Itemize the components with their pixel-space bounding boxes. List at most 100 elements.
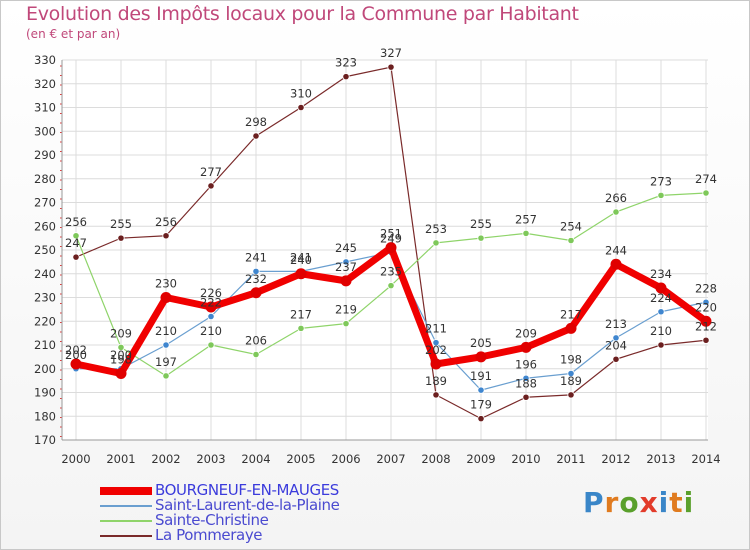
logo-letter: i <box>658 486 670 519</box>
data-point <box>702 336 710 344</box>
data-label: 241 <box>290 250 312 264</box>
data-label: 220 <box>695 300 717 314</box>
data-point <box>340 275 352 287</box>
data-point <box>477 234 485 242</box>
data-label: 256 <box>65 215 87 229</box>
x-tick-label: 2011 <box>556 452 585 466</box>
y-tick-label: 230 <box>34 291 56 305</box>
data-point <box>702 189 710 197</box>
data-label: 327 <box>380 46 402 60</box>
data-label: 217 <box>290 307 312 321</box>
y-tick-label: 300 <box>34 124 56 138</box>
proxiti-logo: Proxiti <box>583 486 694 519</box>
data-label: 209 <box>110 326 132 340</box>
data-label: 204 <box>605 338 627 352</box>
x-tick-label: 2001 <box>106 452 135 466</box>
data-point <box>387 282 395 290</box>
data-label: 228 <box>695 281 717 295</box>
data-point <box>522 393 530 401</box>
x-tick-label: 2009 <box>466 452 495 466</box>
y-tick-label: 310 <box>34 101 56 115</box>
data-point <box>432 239 440 247</box>
x-tick-label: 2007 <box>376 452 405 466</box>
data-point <box>430 358 442 370</box>
logo-letter: x <box>639 486 659 519</box>
data-point <box>610 258 622 270</box>
data-point <box>612 355 620 363</box>
data-label: 257 <box>515 212 537 226</box>
y-tick-label: 200 <box>34 362 56 376</box>
data-point <box>115 368 127 379</box>
x-tick-label: 2013 <box>646 452 675 466</box>
data-label: 210 <box>200 324 222 338</box>
data-point <box>117 234 125 242</box>
data-point <box>72 232 80 240</box>
data-point <box>567 369 575 378</box>
data-point <box>657 308 665 316</box>
x-tick-label: 2006 <box>331 452 360 466</box>
data-point <box>252 267 260 275</box>
data-label: 266 <box>605 191 627 205</box>
data-point <box>252 132 260 140</box>
data-label: 241 <box>245 250 267 264</box>
y-tick-label: 220 <box>34 314 56 328</box>
data-point <box>522 229 530 237</box>
x-tick-label: 2005 <box>286 452 315 466</box>
data-label: 273 <box>650 174 672 188</box>
data-point <box>252 350 260 359</box>
data-label: 198 <box>560 353 582 367</box>
legend-swatch-la-pommeraye <box>100 535 152 537</box>
data-label: 310 <box>290 87 312 101</box>
y-tick-label: 260 <box>34 219 56 233</box>
data-point <box>342 258 350 266</box>
y-tick-label: 170 <box>34 433 56 447</box>
data-label: 188 <box>515 376 537 390</box>
x-tick-label: 2004 <box>241 452 270 466</box>
x-tick-label: 2000 <box>61 452 90 466</box>
data-point <box>205 301 217 313</box>
logo-letter: i <box>683 486 695 519</box>
data-label: 232 <box>245 272 267 286</box>
data-label: 200 <box>110 348 132 362</box>
data-label: 234 <box>650 267 672 281</box>
data-point <box>567 236 575 245</box>
data-point <box>612 208 620 216</box>
data-label: 219 <box>335 303 357 317</box>
data-point <box>297 103 305 112</box>
data-label: 237 <box>335 260 357 274</box>
data-point <box>385 242 397 254</box>
data-label: 191 <box>470 369 492 383</box>
data-label: 224 <box>650 291 672 305</box>
y-tick-label: 180 <box>34 409 56 423</box>
data-point <box>477 415 485 423</box>
data-label: 197 <box>155 355 177 369</box>
x-tick-label: 2010 <box>511 452 540 466</box>
y-tick-label: 330 <box>34 53 56 67</box>
data-label: 202 <box>65 343 87 357</box>
data-point <box>207 341 215 349</box>
data-label: 210 <box>650 324 672 338</box>
data-label: 255 <box>470 217 492 231</box>
data-point <box>207 312 215 321</box>
data-label: 196 <box>515 357 537 371</box>
data-point <box>117 343 125 351</box>
y-tick-label: 210 <box>34 338 56 352</box>
data-label: 255 <box>110 217 132 231</box>
data-point <box>655 282 667 294</box>
data-label: 205 <box>470 336 492 350</box>
legend-label-saint-laurent: Saint-Laurent-de-la-Plaine <box>155 496 340 514</box>
chart-subtitle: (en € et par an) <box>26 27 121 41</box>
data-label: 254 <box>560 220 582 234</box>
x-tick-label: 2008 <box>421 452 450 466</box>
data-label: 256 <box>155 215 177 229</box>
logo-letter: r <box>604 486 620 519</box>
data-label: 210 <box>155 324 177 338</box>
data-point <box>295 268 307 280</box>
data-label: 222 <box>200 296 222 310</box>
data-label: 217 <box>560 307 582 321</box>
y-tick-label: 250 <box>34 243 56 257</box>
data-point <box>522 374 530 382</box>
data-point <box>72 253 80 261</box>
data-label: 274 <box>695 172 717 186</box>
